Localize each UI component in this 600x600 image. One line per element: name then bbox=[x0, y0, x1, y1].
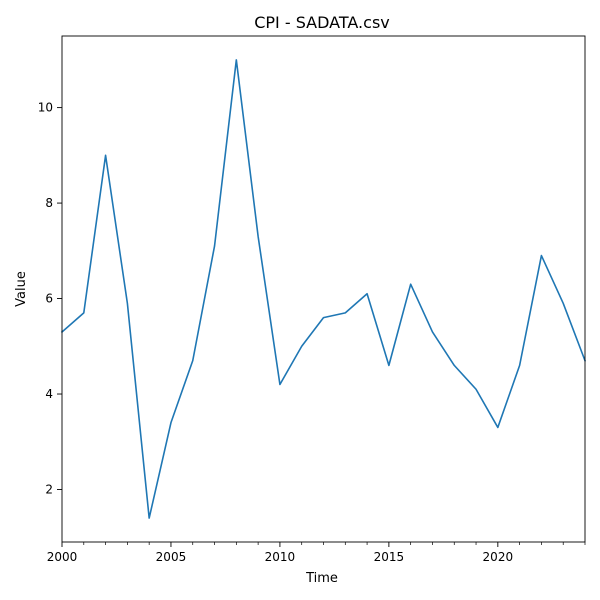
plot-area: 2000 2005 2010 2015 2020 2 4 6 8 10 bbox=[38, 35, 587, 564]
x-tick-label: 2000 bbox=[47, 550, 78, 564]
x-tick-label: 2020 bbox=[483, 550, 514, 564]
x-tick-label: 2005 bbox=[156, 550, 187, 564]
plot-frame bbox=[61, 35, 586, 543]
x-tick-label: 2015 bbox=[374, 550, 405, 564]
y-tick-label: 6 bbox=[45, 292, 53, 306]
y-tick-label: 8 bbox=[45, 196, 53, 210]
x-axis-label: Time bbox=[305, 571, 338, 586]
y-tick-label: 4 bbox=[45, 387, 53, 401]
x-tick-label: 2010 bbox=[265, 550, 296, 564]
y-tick-label: 2 bbox=[45, 482, 53, 496]
chart-title: CPI - SADATA.csv bbox=[254, 13, 390, 32]
y-tick-label: 10 bbox=[38, 101, 53, 115]
series-line-0 bbox=[60, 59, 587, 519]
y-axis-label: Value bbox=[14, 271, 29, 307]
